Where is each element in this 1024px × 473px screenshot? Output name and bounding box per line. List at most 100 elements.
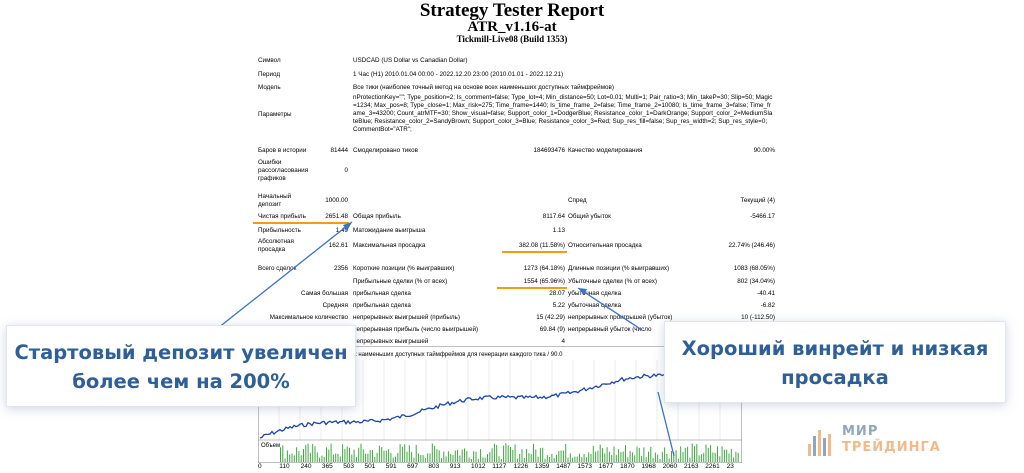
volume-bar (608, 451, 610, 462)
volume-bar (673, 451, 675, 462)
volume-bar (613, 446, 615, 462)
total-trades-value: 2356 (333, 265, 348, 272)
model-value: Все тики (наиболее точный метод на основ… (353, 84, 614, 91)
volume-bar (418, 453, 419, 462)
volume-bar (512, 449, 514, 462)
profit-trades-value: 1554 (65.96%) (523, 278, 565, 285)
volume-bar (480, 449, 482, 462)
max-cons-loss-label: непрерывный убыток (число (568, 326, 652, 333)
volume-bar (498, 456, 500, 462)
volume-bar (369, 450, 371, 462)
report-subtitle: ATR_v1.16-at (467, 19, 557, 35)
volume-bar (574, 456, 576, 462)
volume-bar (360, 443, 362, 462)
volume-bar (307, 443, 309, 462)
volume-bar (349, 447, 350, 462)
x-tick-label: 501 (364, 463, 376, 470)
volume-bar (514, 444, 516, 462)
volume-bar (374, 457, 376, 462)
volume-bar (668, 458, 670, 462)
volume-bar (505, 443, 507, 462)
volume-bar (454, 450, 456, 462)
ticks-label: Смоделировано тиков (353, 147, 418, 154)
volume-bar (468, 457, 470, 462)
x-tick-label: 2163 (684, 463, 699, 470)
volume-bar (698, 455, 700, 462)
volume-bar (675, 450, 677, 462)
volume-bar (293, 455, 295, 462)
max-cons-losses-label: непрерывных проигрышей (убыток) (568, 314, 673, 321)
volume-bar (335, 453, 337, 462)
volume-label: Объем (261, 443, 280, 449)
volume-bar (427, 453, 429, 462)
logo-icon (808, 430, 831, 456)
ticks-value: 184693476 (533, 147, 565, 154)
volume-bar (323, 456, 325, 462)
volume-bar (535, 449, 537, 462)
volume-bar (723, 449, 725, 462)
arrow-line-right-1 (577, 287, 643, 331)
volume-bar (728, 453, 730, 462)
total-trades-label: Всего сделок (258, 265, 297, 272)
volume-bar (549, 457, 551, 462)
volume-bar (487, 454, 488, 462)
volume-bar (342, 444, 344, 462)
volume-bar (671, 451, 672, 462)
volume-bar (303, 449, 304, 462)
bars-value: 81444 (330, 147, 348, 154)
volume-bar (551, 453, 553, 462)
volume-bar (305, 444, 307, 462)
x-tick-label: 0 (258, 463, 262, 470)
volume-bar (682, 452, 684, 462)
x-tick-label: 2060 (662, 463, 678, 470)
volume-bar (519, 454, 521, 462)
volume-bar (353, 449, 355, 462)
volume-bar (618, 449, 620, 462)
errors-label: Ошибки рассогласования графиков (258, 159, 309, 182)
net-profit-label: Чистая прибыль (258, 213, 306, 220)
volume-bar (491, 448, 493, 462)
volume-bar (332, 454, 334, 462)
period-value: 1 Час (H1) 2010.01.04 00:00 - 2022.12.20… (353, 71, 564, 78)
logo-text-bottom: ТРЕЙДИНГА (842, 440, 941, 455)
average-label: Средняя (322, 302, 348, 309)
volume-bar (367, 453, 369, 462)
volume-bar (395, 456, 396, 462)
volume-bar (296, 447, 298, 462)
x-tick-label: 697 (407, 463, 418, 470)
largest-loss-value: -40.41 (757, 290, 775, 297)
volume-bar (537, 456, 539, 462)
period-label: Период (258, 71, 281, 78)
average-loss-label: убыточная сделка (568, 302, 622, 309)
volume-bar (337, 453, 339, 462)
volume-bar (599, 444, 601, 462)
volume-bar (735, 451, 737, 462)
x-tick-label: 240 (300, 463, 312, 470)
max-dd-label: Максимальная просадка (353, 242, 426, 249)
volume-bar (309, 452, 311, 462)
volume-bar (346, 446, 348, 462)
volume-bar (280, 447, 281, 462)
volume-bar (710, 445, 712, 462)
volume-bar (392, 457, 394, 462)
report-title: Strategy Tester Report (419, 0, 605, 21)
volume-bar (595, 451, 597, 462)
volume-bar (429, 453, 431, 462)
volume-bar (562, 450, 564, 462)
volume-bar (677, 458, 679, 462)
volume-bar (585, 457, 587, 462)
symbol-value: USDCAD (US Dollar vs Canadian Dollar) (353, 57, 468, 64)
volume-bar (533, 443, 534, 462)
largest-label: Самая большая (301, 290, 348, 297)
volume-bar (339, 456, 341, 462)
volume-bar (652, 457, 654, 462)
x-tick-label: 1127 (492, 463, 507, 470)
volume-bar (565, 443, 567, 462)
long-value: 1083 (68.05%) (733, 265, 775, 272)
x-tick-label: 1226 (513, 463, 529, 470)
volume-bar (321, 455, 323, 462)
volume-bar (289, 454, 291, 462)
volume-bar (717, 446, 718, 462)
volume-bar (390, 452, 392, 462)
volume-bar (372, 449, 373, 462)
